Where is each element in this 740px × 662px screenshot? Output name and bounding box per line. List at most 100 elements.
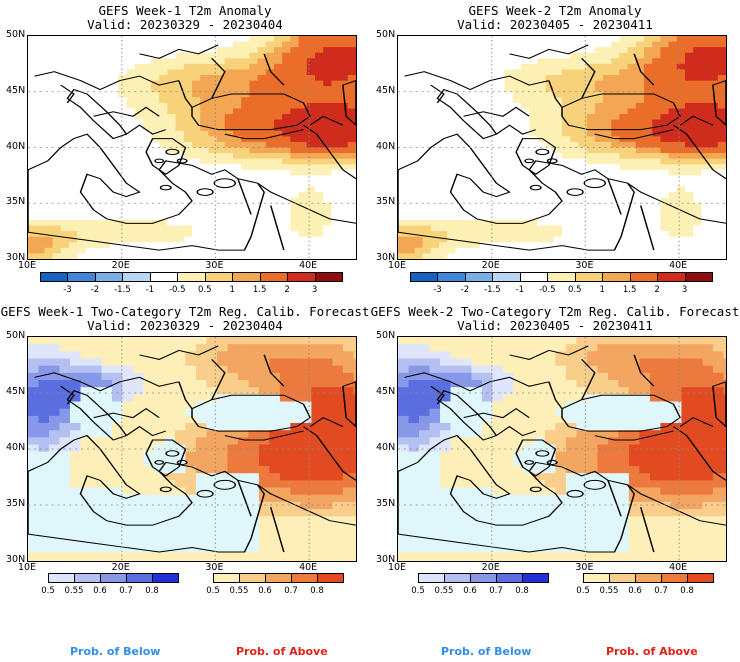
field-cell: [224, 192, 234, 199]
field-cell: [480, 58, 490, 65]
field-cell: [521, 147, 531, 154]
field-cell: [279, 408, 292, 417]
field-cell: [555, 415, 567, 424]
field-cell: [331, 219, 341, 227]
field-cell: [534, 444, 546, 453]
field-cell: [347, 36, 356, 43]
field-cell: [216, 208, 226, 216]
field-cell: [151, 141, 161, 149]
field-cell: [611, 136, 621, 143]
field-cell: [69, 58, 79, 65]
field-cell: [723, 365, 726, 374]
field-cell: [134, 158, 144, 165]
field-cell: [132, 451, 145, 460]
field-cell: [480, 158, 490, 165]
field-cell: [668, 158, 678, 165]
field-cell: [481, 337, 494, 345]
field-cell: [300, 458, 313, 467]
field-cell: [195, 458, 208, 467]
field-cell: [331, 136, 341, 143]
field-cell: [323, 164, 333, 171]
field-cell: [652, 203, 662, 210]
country-border: [263, 354, 285, 387]
field-cell: [545, 125, 555, 132]
field-cell: [52, 208, 62, 216]
field-cell: [578, 75, 588, 82]
field-cell: [628, 466, 641, 474]
field-cell: [603, 91, 613, 98]
field-cell: [101, 52, 111, 59]
country-border: [430, 84, 445, 104]
field-cell: [249, 97, 259, 104]
field-cell: [504, 242, 514, 249]
field-cell: [248, 437, 260, 446]
field-cell: [594, 180, 604, 188]
field-cell: [290, 358, 302, 367]
field-cell: [237, 344, 250, 353]
field-cell: [175, 225, 185, 232]
field-cell: [183, 242, 193, 249]
field-cell: [709, 102, 719, 110]
field-cell: [685, 102, 695, 110]
field-cell: [44, 180, 54, 188]
field-cell: [274, 102, 284, 110]
field-cell: [504, 214, 514, 221]
field-cell: [422, 63, 432, 71]
field-cell: [159, 47, 169, 54]
field-cell: [562, 91, 572, 98]
field-cell: [504, 41, 514, 48]
field-cell: [455, 158, 465, 165]
field-cell: [439, 80, 449, 87]
field-cell: [206, 415, 218, 424]
field-cell: [430, 130, 440, 138]
field-cell: [529, 175, 539, 182]
field-cell: [315, 236, 325, 243]
field-cell: [36, 214, 46, 221]
field-cell: [488, 102, 498, 110]
field-cell: [347, 69, 356, 76]
field-cell: [398, 147, 408, 154]
field-cell: [521, 97, 531, 104]
field-cell: [159, 36, 169, 43]
field-cell: [693, 97, 703, 104]
field-cell: [439, 130, 449, 138]
field-cell: [175, 141, 185, 149]
field-cell: [644, 41, 654, 48]
field-cell: [597, 372, 609, 381]
field-cell: [248, 473, 260, 482]
country-border: [224, 430, 304, 441]
field-cell: [635, 231, 645, 238]
field-cell: [265, 102, 275, 110]
field-cell: [36, 247, 46, 255]
field-cell: [69, 108, 79, 115]
field-cell: [200, 169, 210, 177]
field-cell: [93, 41, 103, 48]
field-cell: [142, 164, 152, 171]
field-cell: [257, 63, 267, 71]
field-cell: [206, 552, 218, 560]
field-cell: [174, 552, 187, 560]
field-cell: [603, 164, 613, 171]
field-cell: [60, 242, 70, 249]
field-cell: [206, 509, 218, 517]
field-cell: [347, 180, 356, 188]
field-cell: [429, 480, 441, 489]
field-cell: [195, 487, 208, 496]
field-cell: [342, 458, 355, 467]
field-cell: [597, 365, 609, 374]
field-cell: [164, 394, 176, 403]
field-cell: [206, 451, 218, 460]
field-cell: [492, 365, 504, 374]
field-cell: [224, 125, 234, 132]
field-cell: [339, 231, 349, 238]
field-cell: [607, 380, 620, 388]
field-cell: [164, 552, 176, 560]
field-cell: [290, 458, 302, 467]
field-cell: [110, 86, 120, 93]
field-cell: [649, 401, 662, 410]
field-cell: [513, 480, 525, 489]
field-cell: [274, 97, 284, 104]
field-cell: [206, 401, 218, 410]
field-cell: [208, 52, 218, 59]
field-cell: [553, 52, 563, 59]
